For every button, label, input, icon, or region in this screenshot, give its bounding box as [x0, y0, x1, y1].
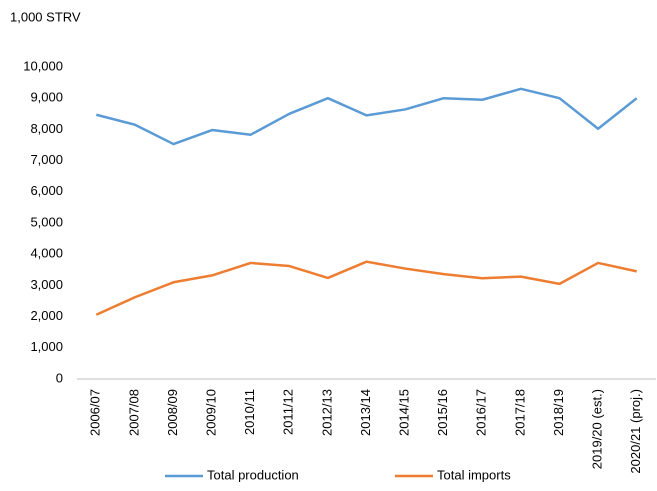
series-line [95, 260, 637, 316]
x-tick-label: 2019/20 (est.) [590, 389, 605, 469]
legend-label: Total imports [437, 467, 511, 482]
x-tick-label: 2008/09 [165, 389, 180, 436]
x-tick-label: 2020/21 (proj.) [628, 389, 643, 474]
y-tick-label: 3,000 [30, 277, 63, 292]
x-tick-label: 2010/11 [242, 389, 257, 435]
y-tick-label: 9,000 [30, 90, 63, 105]
x-tick-label: 2015/16 [435, 389, 450, 436]
y-tick-label: 5,000 [30, 214, 63, 229]
y-tick-label: 6,000 [30, 183, 63, 198]
y-axis-label: 1,000 STRV [10, 9, 81, 24]
x-tick-label: 2007/08 [126, 389, 141, 436]
y-tick-label: 2,000 [30, 308, 63, 323]
x-tick-label: 2013/14 [358, 389, 373, 436]
x-tick-label: 2006/07 [88, 389, 103, 436]
y-tick-label: 0 [56, 370, 63, 385]
x-tick-label: 2009/10 [204, 389, 219, 436]
y-tick-label: 8,000 [30, 121, 63, 136]
y-tick-label: 1,000 [30, 339, 63, 354]
y-tick-label: 4,000 [30, 246, 63, 261]
legend-label: Total production [207, 467, 299, 482]
y-tick-label: 7,000 [30, 152, 63, 167]
x-tick-label: 2017/18 [512, 389, 527, 436]
x-tick-label: 2014/15 [397, 389, 412, 436]
y-tick-label: 10,000 [23, 58, 63, 73]
x-tick-label: 2011/12 [281, 389, 296, 435]
x-tick-label: 2012/13 [319, 389, 334, 436]
series-line [95, 87, 638, 146]
x-tick-label: 2018/19 [551, 389, 566, 436]
x-tick-label: 2016/17 [474, 389, 489, 436]
